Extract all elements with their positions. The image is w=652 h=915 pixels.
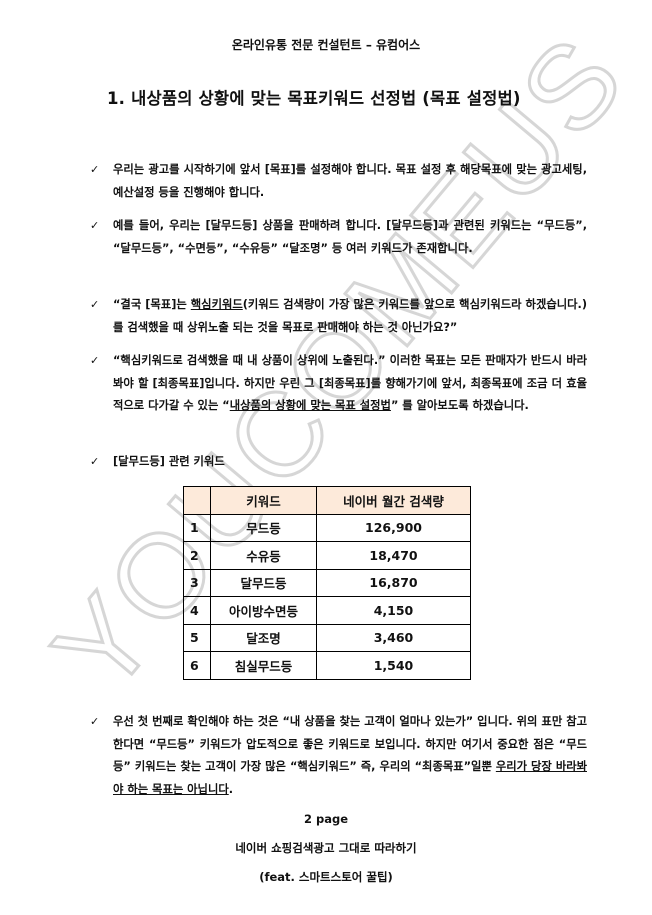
- table-row: 4 아이방수면등 4,150: [183, 596, 471, 625]
- paragraph-text: “핵심키워드로 검색했을 때 내 상품이 상위에 노출된다.” 이러한 목표는 …: [113, 350, 587, 418]
- text-segment: “핵심키워드로 검색했을 때 내 상품이 상위에 노출된다.” 이러한 목표는 …: [113, 354, 587, 412]
- check-icon: ✓: [90, 354, 100, 367]
- table-row: 3 달무드등 16,870: [183, 568, 471, 597]
- bullet-paragraph: ✓ 우선 첫 번째로 확인해야 하는 것은 “내 상품을 찾는 고객이 얼마나 있…: [90, 711, 587, 801]
- page-number: 2 page: [303, 812, 349, 826]
- bullet-paragraph: ✓ “결국 [목표]는 핵심키워드(키워드 검색량이 가장 많은 키워드를 앞으로…: [90, 294, 587, 339]
- underlined-text: 내상품의 상황에 맞는 목표 설정법: [229, 399, 391, 412]
- check-icon: ✓: [90, 455, 100, 468]
- rank-cell: 3: [183, 568, 211, 597]
- header-cell: 키워드: [210, 486, 317, 515]
- search-volume-cell: 18,470: [316, 541, 471, 570]
- rank-cell: 5: [183, 623, 211, 652]
- paragraph-text: 우선 첫 번째로 확인해야 하는 것은 “내 상품을 찾는 고객이 얼마나 있는…: [113, 711, 587, 801]
- rank-cell: 6: [183, 651, 211, 680]
- text-segment: 우리는 광고를 시작하기에 앞서 [목표]를 설정해야 합니다. 목표 설정 후…: [113, 163, 587, 199]
- table-row: 5 달조명 3,460: [183, 623, 471, 652]
- table-row: 6 침실무드등 1,540: [183, 651, 471, 680]
- underlined-text: 우리가 당장 바라봐야 하는 목표는 아닙니다: [113, 760, 587, 796]
- paragraph-text: 우리는 광고를 시작하기에 앞서 [목표]를 설정해야 합니다. 목표 설정 후…: [113, 159, 587, 204]
- check-icon: ✓: [90, 219, 100, 232]
- keyword-table: 키워드 네이버 월간 검색량 1 무드등 126,900 2 수유등 18,470 3 달무드…: [183, 486, 471, 680]
- search-volume-cell: 1,540: [316, 651, 471, 680]
- text-segment: (키워드 검색량이 가장 많은 키워드를 앞으로 핵심키워드라 하겠습니다.)를…: [113, 298, 587, 334]
- table-header-row: 키워드 네이버 월간 검색량: [183, 486, 471, 515]
- header-cell: 네이버 월간 검색량: [316, 486, 471, 515]
- text-segment: .: [228, 782, 234, 796]
- text-segment: 우선 첫 번째로 확인해야 하는 것은 “내 상품을 찾는 고객이 얼마나 있는…: [113, 715, 587, 773]
- text-segment: “결국 [목표]는: [113, 298, 191, 311]
- book-subtitle: (feat. 스마트스토어 꿀팁): [259, 870, 393, 884]
- rank-cell: 1: [183, 513, 211, 542]
- keyword-cell: 달조명: [210, 623, 317, 652]
- check-icon: ✓: [90, 163, 100, 176]
- search-volume-cell: 126,900: [316, 513, 471, 542]
- text-segment: [달무드등] 관련 키워드: [113, 455, 225, 468]
- table-row: 1 무드등 126,900: [183, 513, 471, 542]
- keyword-cell: 무드등: [210, 513, 317, 542]
- bullet-paragraph: ✓ [달무드등] 관련 키워드: [90, 451, 587, 474]
- search-volume-cell: 3,460: [316, 623, 471, 652]
- paragraph-text: [달무드등] 관련 키워드: [113, 451, 587, 474]
- table-row: 2 수유등 18,470: [183, 541, 471, 570]
- rank-cell: 4: [183, 596, 211, 625]
- document-header: 온라인유통 전문 컨설턴트 – 유컴어스: [231, 38, 421, 52]
- keyword-cell: 침실무드등: [210, 651, 317, 680]
- bullet-paragraph: ✓ 예를 들어, 우리는 [달무드등] 상품을 판매하려 합니다. [달무드등]과…: [90, 215, 587, 260]
- keyword-cell: 달무드등: [210, 568, 317, 597]
- bullet-paragraph: ✓ 우리는 광고를 시작하기에 앞서 [목표]를 설정해야 합니다. 목표 설정 …: [90, 159, 587, 204]
- check-icon: ✓: [90, 298, 100, 311]
- keyword-cell: 아이방수면등: [210, 596, 317, 625]
- paragraph-text: 예를 들어, 우리는 [달무드등] 상품을 판매하려 합니다. [달무드등]과 …: [113, 215, 587, 260]
- search-volume-cell: 4,150: [316, 596, 471, 625]
- underlined-text: 핵심키워드: [190, 298, 243, 311]
- bullet-paragraph: ✓ “핵심키워드로 검색했을 때 내 상품이 상위에 노출된다.” 이러한 목표는…: [90, 350, 587, 418]
- section-title: 1. 내상품의 상황에 맞는 목표키워드 선정법 (목표 설정법): [107, 89, 521, 108]
- text-segment: 예를 들어, 우리는 [달무드등] 상품을 판매하려 합니다. [달무드등]과 …: [113, 219, 587, 255]
- header-cell: [183, 486, 211, 515]
- check-icon: ✓: [90, 715, 100, 728]
- rank-cell: 2: [183, 541, 211, 570]
- book-title: 네이버 쇼핑검색광고 그대로 따라하기: [235, 841, 417, 855]
- text-segment: ” 를 알아보도록 하겠습니다.: [390, 399, 529, 412]
- paragraph-text: “결국 [목표]는 핵심키워드(키워드 검색량이 가장 많은 키워드를 앞으로 …: [113, 294, 587, 339]
- search-volume-cell: 16,870: [316, 568, 471, 597]
- keyword-cell: 수유등: [210, 541, 317, 570]
